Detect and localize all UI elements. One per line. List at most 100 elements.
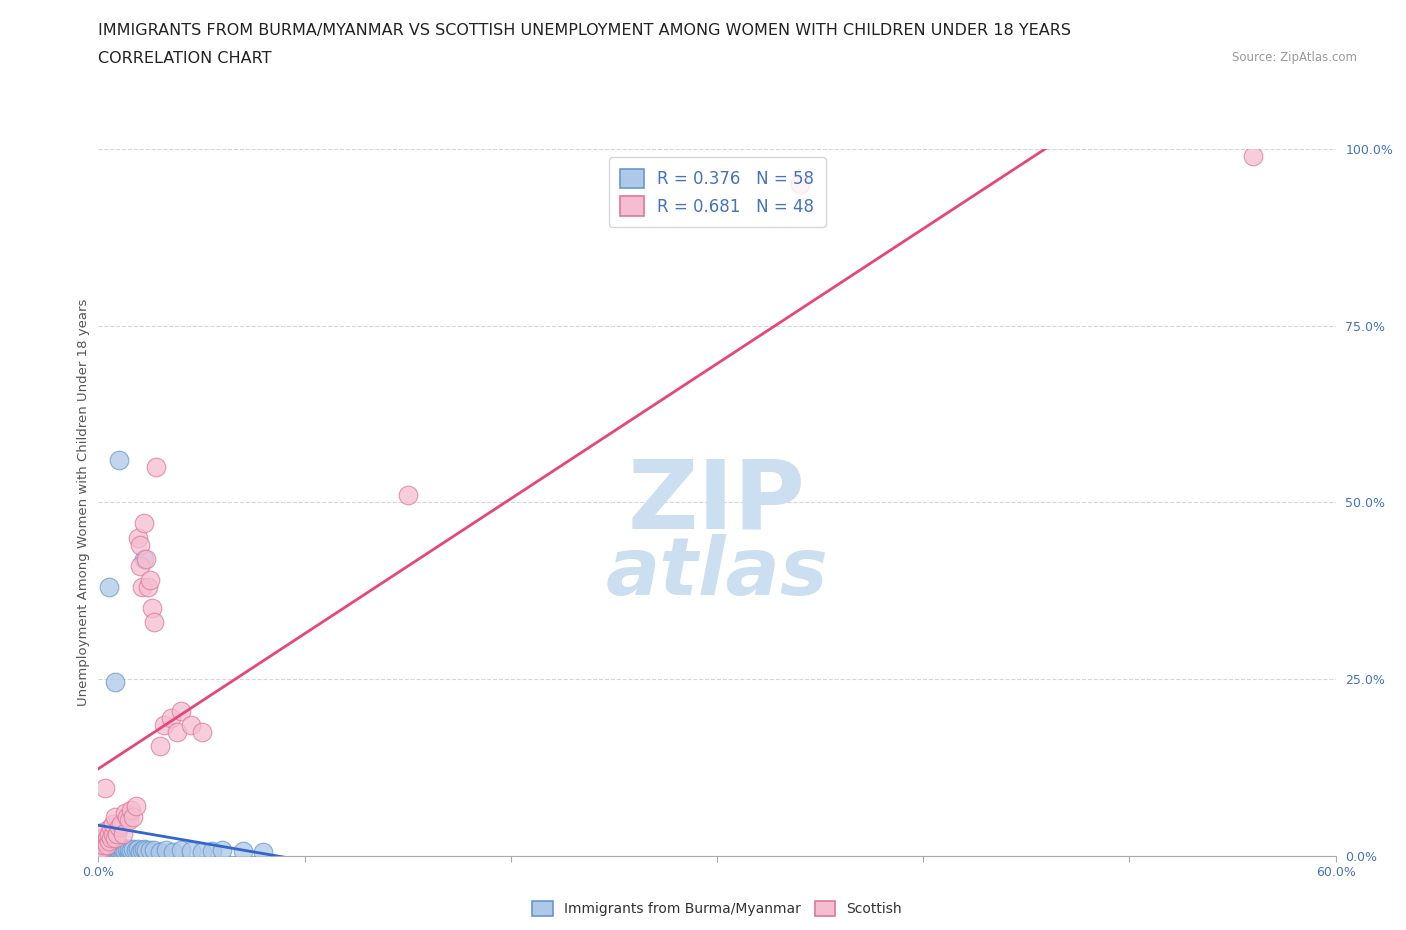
Point [91, 830, 114, 845]
Point [89, 844, 111, 859]
Point [117, 809, 139, 824]
Point [104, 846, 127, 861]
Point [108, 820, 131, 835]
Point [89, 846, 111, 861]
Point [180, 717, 202, 732]
Point [97, 834, 120, 849]
Point [101, 844, 124, 859]
Point [114, 844, 136, 858]
Point [104, 675, 127, 690]
Point [112, 827, 135, 842]
Point [143, 615, 166, 630]
Text: atlas: atlas [606, 534, 828, 612]
Point [136, 579, 159, 594]
Point [104, 840, 127, 855]
Point [93, 834, 115, 849]
Y-axis label: Unemployment Among Women with Children Under 18 years: Unemployment Among Women with Children U… [77, 299, 90, 706]
Point [145, 459, 167, 474]
Point [93, 823, 115, 838]
Point [232, 844, 254, 858]
Point [97, 827, 120, 842]
Point [132, 551, 155, 566]
Point [93, 843, 115, 857]
Point [108, 845, 131, 860]
Point [96, 830, 118, 845]
Point [117, 843, 139, 857]
Point [252, 844, 274, 859]
Point [91, 841, 114, 856]
Point [89, 841, 111, 856]
Point [201, 844, 224, 858]
Point [124, 843, 146, 857]
Point [170, 703, 193, 718]
Point [104, 844, 127, 858]
Point [91, 844, 114, 858]
Point [139, 573, 162, 588]
Point [96, 846, 118, 861]
Point [128, 538, 150, 552]
Point [100, 820, 122, 835]
Legend: Immigrants from Burma/Myanmar, Scottish: Immigrants from Burma/Myanmar, Scottish [524, 895, 910, 923]
Point [96, 844, 118, 858]
Point [96, 840, 118, 855]
Text: Source: ZipAtlas.com: Source: ZipAtlas.com [1232, 51, 1357, 64]
Point [110, 840, 132, 855]
Point [139, 843, 162, 857]
Point [104, 809, 127, 824]
Point [131, 843, 153, 857]
Point [101, 817, 124, 831]
Point [100, 843, 122, 857]
Text: IMMIGRANTS FROM BURMA/MYANMAR VS SCOTTISH UNEMPLOYMENT AMONG WOMEN WITH CHILDREN: IMMIGRANTS FROM BURMA/MYANMAR VS SCOTTIS… [98, 23, 1071, 38]
Point [91, 846, 114, 861]
Point [100, 838, 122, 853]
Point [159, 711, 181, 725]
Point [93, 845, 115, 860]
Point [396, 487, 419, 502]
Point [124, 799, 146, 814]
Point [112, 842, 135, 857]
Point [100, 845, 122, 860]
Point [97, 846, 120, 861]
Point [118, 813, 141, 828]
Point [122, 841, 145, 856]
Point [97, 579, 120, 594]
Point [101, 827, 124, 842]
Point [155, 843, 177, 857]
Point [128, 844, 150, 859]
Point [170, 843, 193, 857]
Point [108, 843, 131, 857]
Point [120, 843, 142, 857]
Point [789, 177, 811, 192]
Point [93, 781, 115, 796]
Point [105, 844, 128, 859]
Point [112, 845, 135, 860]
Point [110, 844, 132, 858]
Point [132, 841, 155, 856]
Point [89, 844, 111, 859]
Point [153, 717, 176, 732]
Point [162, 844, 184, 859]
Point [132, 516, 155, 531]
Point [127, 841, 149, 856]
Point [180, 844, 202, 858]
Point [105, 841, 128, 856]
Text: ZIP: ZIP [628, 456, 806, 549]
Text: CORRELATION CHART: CORRELATION CHART [98, 51, 271, 66]
Point [118, 841, 141, 856]
Point [149, 738, 172, 753]
Point [100, 830, 122, 845]
Point [211, 843, 233, 857]
Point [105, 827, 128, 842]
Point [135, 551, 157, 566]
Legend: R = 0.376   N = 58, R = 0.681   N = 48: R = 0.376 N = 58, R = 0.681 N = 48 [609, 157, 825, 227]
Point [127, 530, 149, 545]
Point [104, 830, 127, 845]
Point [1241, 149, 1264, 164]
Point [91, 838, 114, 853]
Point [101, 841, 124, 856]
Point [149, 844, 172, 859]
Point [108, 452, 131, 467]
Point [114, 805, 136, 820]
Point [110, 817, 132, 831]
Point [93, 838, 115, 853]
